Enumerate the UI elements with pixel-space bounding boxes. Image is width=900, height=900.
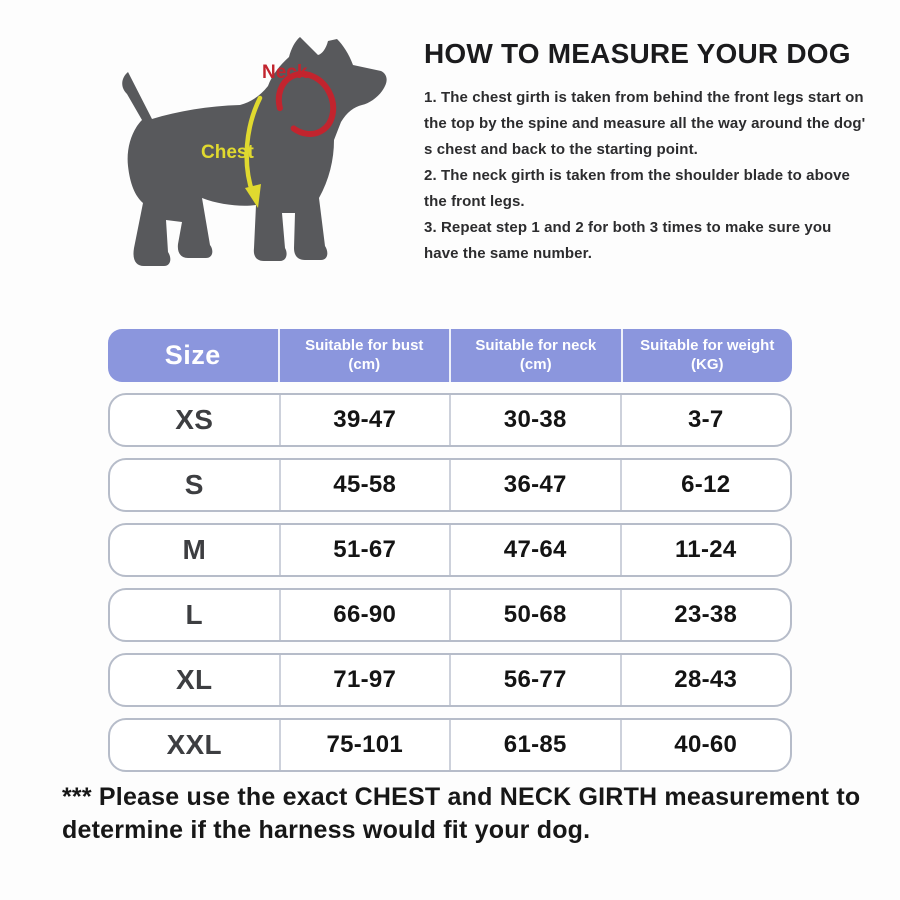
size-cell: XL (176, 664, 213, 695)
weight-cell: 23-38 (619, 590, 791, 640)
measuring-instructions: HOW TO MEASURE YOUR DOG 1. The chest gir… (424, 38, 866, 267)
size-chart-table: Size Suitable for bust (cm) Suitable for… (108, 329, 792, 772)
neck-girth-ring-icon (275, 71, 337, 137)
column-header-weight-unit: (KG) (691, 355, 724, 373)
bust-cell: 45-58 (278, 460, 450, 510)
chest-arrow-head-icon (245, 184, 261, 208)
weight-cell: 40-60 (619, 720, 791, 770)
chest-label: Chest (201, 142, 254, 163)
fit-disclaimer-note: *** Please use the exact CHEST and NECK … (62, 783, 861, 844)
table-row-xxl: XXL 75-101 61-85 40-60 (108, 718, 792, 772)
table-row-s: S 45-58 36-47 6-12 (108, 458, 792, 512)
neck-label: Neck (262, 62, 308, 83)
neck-cell: 50-68 (449, 590, 620, 640)
dog-diagram-canvas: Neck Chest (122, 37, 387, 266)
table-row-l: L 66-90 50-68 23-38 (108, 588, 792, 642)
table-header-row: Size Suitable for bust (cm) Suitable for… (108, 329, 792, 382)
column-header-bust-unit: (cm) (348, 355, 381, 373)
neck-cell: 36-47 (449, 460, 620, 510)
neck-cell: 30-38 (449, 395, 620, 445)
table-row-m: M 51-67 47-64 11-24 (108, 523, 792, 577)
neck-cell: 61-85 (449, 720, 620, 770)
bust-cell: 66-90 (278, 590, 450, 640)
weight-cell: 28-43 (619, 655, 791, 705)
column-header-bust: Suitable for bust (cm) (277, 329, 450, 382)
column-header-weight: Suitable for weight (KG) (620, 329, 793, 382)
table-row-xs: XS 39-47 30-38 3-7 (108, 393, 792, 447)
column-header-neck-unit: (cm) (519, 355, 552, 373)
column-header-neck-label: Suitable for neck (475, 337, 597, 355)
size-cell: XXL (166, 729, 222, 760)
size-cell: M (182, 534, 207, 565)
weight-cell: 11-24 (619, 525, 791, 575)
column-header-neck: Suitable for neck (cm) (449, 329, 621, 382)
chest-girth-arrow-icon (244, 95, 263, 197)
weight-cell: 3-7 (619, 395, 791, 445)
page-title: HOW TO MEASURE YOUR DOG (424, 38, 851, 69)
neck-cell: 47-64 (449, 525, 620, 575)
bust-cell: 39-47 (278, 395, 450, 445)
dog-measure-diagram: Neck Chest (90, 8, 410, 308)
table-row-xl: XL 71-97 56-77 28-43 (108, 653, 792, 707)
bust-cell: 51-67 (278, 525, 450, 575)
column-header-bust-label: Suitable for bust (305, 337, 424, 355)
column-header-size: Size (108, 329, 278, 382)
size-cell: L (185, 599, 203, 630)
instruction-step-1: 1. The chest girth is taken from behind … (424, 89, 866, 158)
column-header-weight-label: Suitable for weight (640, 337, 775, 355)
bust-cell: 75-101 (278, 720, 450, 770)
instruction-step-3: 3. Repeat step 1 and 2 for both 3 times … (424, 218, 832, 262)
instruction-step-2: 2. The neck girth is taken from the shou… (424, 166, 850, 210)
weight-cell: 6-12 (619, 460, 791, 510)
column-header-size-label: Size (164, 340, 221, 370)
size-cell: S (184, 469, 204, 500)
neck-cell: 56-77 (449, 655, 620, 705)
size-cell: XS (175, 404, 214, 435)
bust-cell: 71-97 (278, 655, 450, 705)
dog-silhouette-icon (122, 37, 387, 266)
